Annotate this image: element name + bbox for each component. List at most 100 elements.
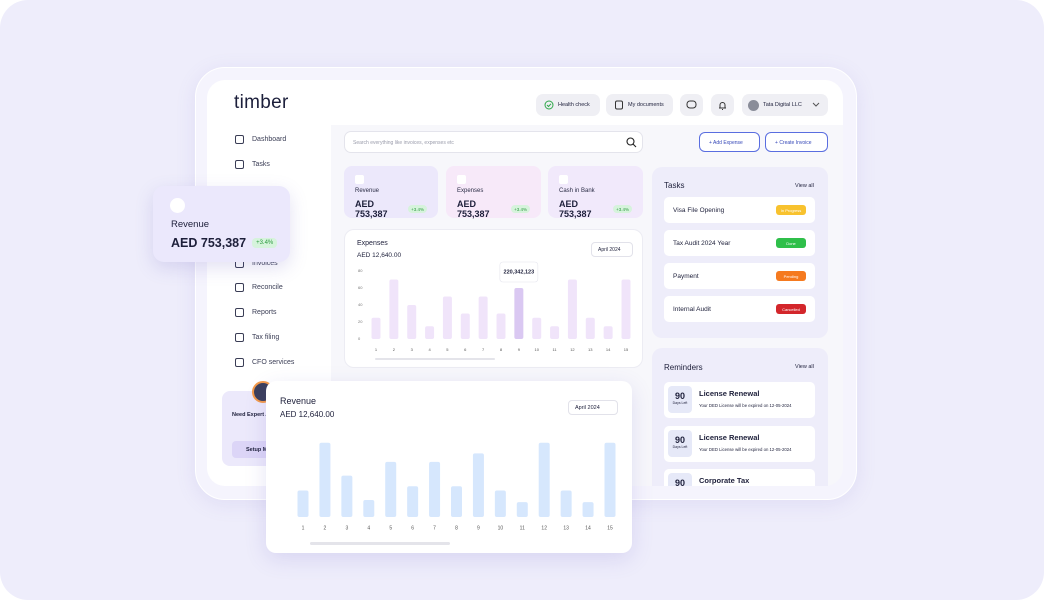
stat-change: +3.4% xyxy=(613,205,632,213)
nav-item[interactable]: Tax filing xyxy=(235,333,279,342)
bar xyxy=(567,279,577,339)
days-badge: 90 Days Left xyxy=(668,386,692,413)
task-item[interactable]: Tax Audit 2024 Year Done xyxy=(664,230,815,256)
x-tick-label: 15 xyxy=(624,347,629,352)
stat-value: AED 753,387 xyxy=(559,199,592,219)
reminder-text: Your DED License will be expired on 12-0… xyxy=(699,403,792,408)
stat-icon xyxy=(457,175,466,184)
button-label: Create Invoice xyxy=(779,140,812,146)
health-check[interactable]: Health check xyxy=(536,94,600,116)
my-documents[interactable]: My documents xyxy=(606,94,673,116)
task-name: Payment xyxy=(673,272,699,280)
chat-icon xyxy=(686,100,697,109)
bar xyxy=(494,490,506,517)
chart-title: Expenses xyxy=(357,240,388,247)
x-tick-label: 3 xyxy=(345,525,348,531)
chart-title: Revenue xyxy=(280,396,317,406)
bar xyxy=(478,296,488,339)
bar xyxy=(429,461,441,517)
x-tick-label: 11 xyxy=(552,347,557,352)
search-icon xyxy=(626,137,637,148)
days-label: Days Left xyxy=(672,445,688,449)
y-tick-label: 80 xyxy=(358,268,363,273)
chat-button[interactable] xyxy=(680,94,703,116)
task-status: Done xyxy=(776,238,806,248)
bar xyxy=(582,502,594,517)
days-label: Days Left xyxy=(672,401,688,405)
doc-icon xyxy=(615,100,623,110)
stat-label: Cash in Bank xyxy=(559,188,595,194)
company-avatar xyxy=(748,99,759,111)
reminder-item[interactable]: 90 Days Left License Renewal Your DED Licen… xyxy=(664,426,815,462)
bar xyxy=(496,313,506,339)
task-item[interactable]: Visa File Opening In Progress xyxy=(664,197,815,223)
nav-item[interactable]: CFO services xyxy=(235,358,294,367)
chart-subtitle: AED 12,640.00 xyxy=(357,252,402,259)
bar xyxy=(538,442,550,517)
x-tick-label: 13 xyxy=(563,525,569,531)
bar xyxy=(604,442,616,517)
x-tick-label: 10 xyxy=(498,525,504,531)
bar xyxy=(585,317,595,339)
bar xyxy=(297,490,309,517)
create-invoice-button[interactable]: + Create Invoice xyxy=(765,132,828,152)
button-label: Add Expense xyxy=(713,140,743,146)
task-item[interactable]: Payment Pending xyxy=(664,263,815,289)
bar xyxy=(514,288,524,339)
nav-item[interactable]: Reports xyxy=(235,308,277,317)
bell-button[interactable] xyxy=(711,94,734,116)
y-tick-label: 0 xyxy=(358,336,361,341)
expert-title: Need Expert Ac xyxy=(232,412,273,418)
nav-item[interactable]: Dashboard xyxy=(235,135,286,144)
bar xyxy=(363,500,375,517)
stat-change: +3.4% xyxy=(408,205,427,213)
task-item[interactable]: Internal Audit Cancelled xyxy=(664,296,815,322)
view-all[interactable]: View all xyxy=(795,183,814,189)
x-tick-label: 6 xyxy=(464,347,467,352)
reminder-item[interactable]: 90 Days Left License Renewal Your DED Licen… xyxy=(664,382,815,418)
search-box[interactable]: Search everything like invoices, expense… xyxy=(344,131,643,153)
bar xyxy=(532,317,542,339)
search-placeholder: Search everything like invoices, expense… xyxy=(353,140,454,146)
tooltip xyxy=(499,261,539,283)
nav-item[interactable]: Reconcile xyxy=(235,283,283,292)
x-tick-label: 3 xyxy=(411,347,414,352)
add-expense-button[interactable]: + Add Expense xyxy=(699,132,760,152)
nav-label: Tax filing xyxy=(252,334,280,341)
reminder-item[interactable]: 90 Corporate Tax xyxy=(664,469,815,486)
x-tick-label: 13 xyxy=(588,347,593,352)
period-select[interactable]: April 2024 xyxy=(591,242,633,257)
x-tick-label: 1 xyxy=(302,525,305,531)
stat-card: Revenue AED 753,387 +3.4% xyxy=(344,166,438,219)
company-switcher[interactable]: Tata Digital LLC xyxy=(742,94,828,116)
x-tick-label: 5 xyxy=(446,347,449,352)
bar xyxy=(603,326,613,339)
y-tick-label: 60 xyxy=(358,285,363,290)
nav-item[interactable]: Tasks xyxy=(235,160,270,169)
x-tick-label: 8 xyxy=(500,347,503,352)
view-all[interactable]: View all xyxy=(795,364,814,370)
bar xyxy=(385,461,397,517)
y-tick-label: 40 xyxy=(358,302,363,307)
stat-value: AED 753,387 xyxy=(171,236,247,250)
chart-subtitle: AED 12,640.00 xyxy=(280,410,335,419)
stat-icon xyxy=(559,175,568,184)
expenses-card: Expenses AED 12,640.00 April 2024 0 20 40 6… xyxy=(344,229,643,368)
x-tick-label: 2 xyxy=(393,347,396,352)
reminder-text: Your DED License will be expired on 12-0… xyxy=(699,447,792,452)
period-select[interactable]: April 2024 xyxy=(568,400,618,415)
x-tick-label: 15 xyxy=(607,525,613,531)
period-label: April 2024 xyxy=(575,404,600,411)
x-tick-label: 1 xyxy=(375,347,378,352)
days-number: 90 xyxy=(674,391,685,401)
panel-title: Tasks xyxy=(664,181,685,190)
bar xyxy=(460,313,470,339)
x-tick-label: 9 xyxy=(477,525,480,531)
period-label: April 2024 xyxy=(598,246,621,253)
scrollbar xyxy=(310,542,450,545)
bar xyxy=(516,502,528,517)
reminders-panel: Reminders View all 90 Days Left License Re… xyxy=(652,348,828,486)
